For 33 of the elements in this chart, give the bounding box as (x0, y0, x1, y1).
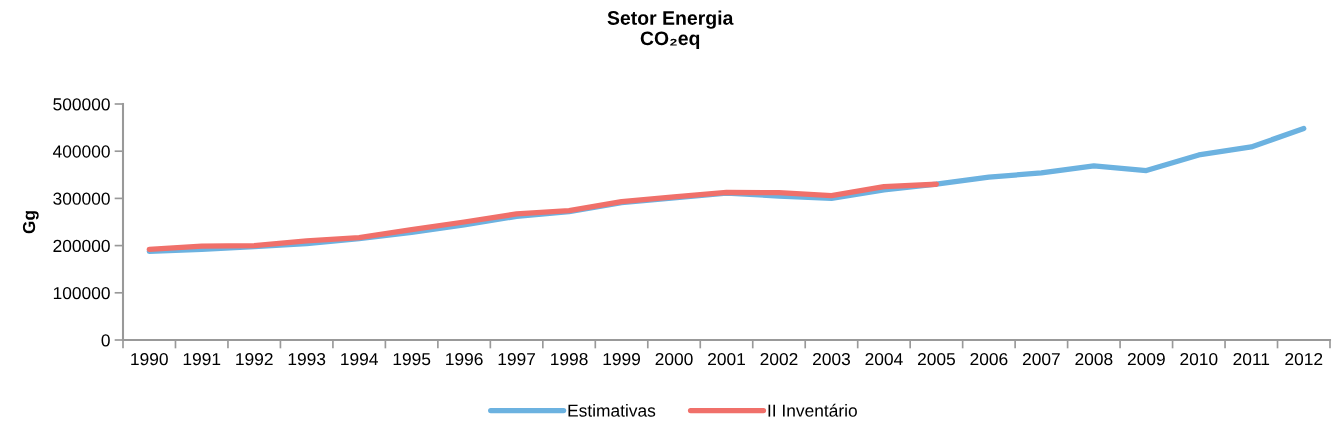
x-tick-label: 2006 (970, 352, 1008, 366)
x-tick-label: 2011 (1233, 352, 1270, 366)
x-tick-label: 2003 (813, 352, 851, 366)
y-tick-label: 100000 (53, 286, 110, 300)
y-tick-label: 300000 (53, 192, 110, 205)
y-axis-title: Gg (22, 211, 39, 234)
x-tick-label: 1996 (446, 352, 483, 366)
x-tick-label: 1993 (288, 352, 326, 366)
legend-label: II Inventário (768, 403, 857, 417)
x-tick-label: 1995 (393, 352, 431, 366)
x-tick-label: 2002 (760, 352, 798, 366)
x-tick-label: 1997 (498, 352, 536, 366)
y-tick-label: 0 (101, 334, 110, 347)
x-tick-label: 1998 (551, 352, 588, 366)
x-tick-label: 2001 (708, 352, 745, 366)
x-tick-label: 2007 (1022, 352, 1060, 366)
legend-label: Estimativas (568, 404, 656, 417)
x-tick-label: 1991 (183, 352, 221, 366)
x-tick-label: 2004 (865, 352, 903, 366)
x-tick-label: 2005 (917, 352, 955, 366)
x-tick-label: 1994 (341, 352, 378, 366)
x-tick-label: 1999 (603, 352, 641, 366)
y-tick-label: 200000 (53, 239, 110, 253)
x-tick-label: 1992 (236, 352, 273, 366)
x-tick-label: 2008 (1075, 352, 1113, 366)
y-tick-label: 500000 (53, 98, 110, 111)
x-tick-label: 2012 (1285, 352, 1323, 366)
x-tick-label: 2009 (1127, 352, 1165, 366)
x-tick-label: 2010 (1180, 352, 1218, 366)
chart-title: Setor Energia CO₂eq (607, 10, 734, 50)
x-tick-label: 2000 (655, 352, 693, 366)
y-tick-label: 400000 (52, 145, 110, 158)
x-tick-label: 1990 (131, 352, 168, 366)
